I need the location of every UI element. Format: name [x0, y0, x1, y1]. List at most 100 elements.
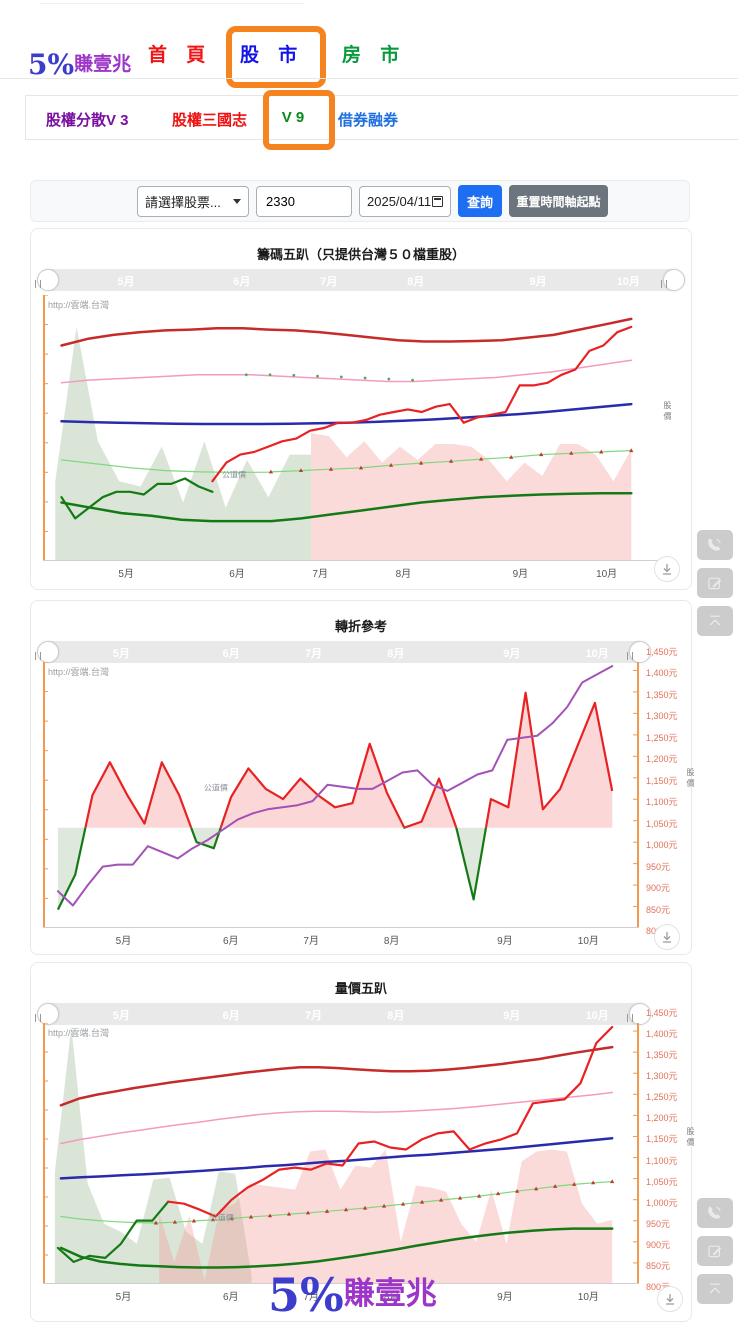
contact-phone-button[interactable] — [697, 1198, 733, 1228]
download-chart-button[interactable] — [654, 556, 680, 582]
contact-phone-icon — [708, 1206, 721, 1219]
slider-month-label: 6月 — [233, 276, 251, 288]
slider-handle-left[interactable] — [35, 641, 59, 663]
price-tick-label: 1,350元 — [646, 1050, 678, 1061]
fair-price-label: 公道價 — [221, 470, 246, 480]
price-tick-label: 1,300元 — [646, 711, 678, 722]
price-tick-label: 1,150元 — [646, 1134, 678, 1145]
edit-note-button[interactable] — [697, 568, 733, 598]
fair-price-label: 公道價 — [209, 1213, 234, 1223]
price-tick-label: 800元 — [646, 1282, 671, 1292]
slider-month-label: 8月 — [407, 276, 425, 288]
x-axis-month-label: 5月 — [115, 936, 132, 947]
subnav-item-lending[interactable]: 借券融券 — [338, 112, 399, 129]
grip-icon — [627, 1014, 633, 1022]
y-axis-title: 股價 — [686, 1127, 695, 1150]
chart-card-chips: 籌碼五趴（只提供台灣５０檔重股） 5月 6月 7月 8月 9月 10月 http://雲端… — [30, 228, 692, 590]
x-axis-month-label: 10月 — [596, 569, 618, 580]
grip-icon — [35, 652, 41, 660]
x-axis-month-label: 10月 — [577, 936, 599, 947]
price-tick-label: 850元 — [646, 904, 671, 915]
grip-icon — [35, 1014, 41, 1022]
watermark-url: http://雲端.台灣 — [48, 1028, 110, 1038]
scroll-top-icon — [709, 1283, 721, 1294]
x-axis-month-label: 8月 — [395, 569, 412, 580]
plot-area: http://雲端.台灣 公道價 股價 — [43, 662, 695, 928]
grip-icon — [661, 280, 667, 288]
price-tick-label: 1,250元 — [646, 732, 678, 743]
x-axis-labels: 5月 6月 7月 8月 9月 10月 — [43, 565, 659, 580]
grip-icon — [35, 280, 41, 288]
watermark-url: http://雲端.台灣 — [48, 300, 110, 310]
chart-card-turning: 轉折參考 5月 6月 7月 8月 9月 10月 http://雲端.台灣 公道價 股價 5… — [30, 600, 695, 955]
x-axis-month-label: 6月 — [222, 936, 239, 947]
slider-month-label: 5月 — [117, 276, 135, 288]
date-field-value: 2025/04/11 — [367, 193, 432, 209]
download-chart-button[interactable] — [657, 1286, 683, 1312]
slider-handle-left[interactable] — [35, 1003, 59, 1025]
query-toolbar: 請選擇股票... 2025/04/11 查詢 重置時間軸起點 — [30, 180, 690, 222]
chevron-down-icon — [233, 198, 241, 204]
slider-month-label: 6月 — [222, 1010, 240, 1022]
subnav-item-v9[interactable]: V 9 — [281, 109, 305, 126]
scroll-top-button[interactable] — [697, 606, 733, 636]
download-icon — [663, 931, 671, 943]
download-icon — [666, 1293, 674, 1305]
slider-month-label: 10月 — [585, 1010, 609, 1022]
price-tick-label: 900元 — [646, 1239, 671, 1250]
slider-handle-right[interactable] — [627, 641, 651, 663]
x-axis-month-label: 5月 — [115, 1292, 132, 1303]
price-tick-label: 1,000元 — [646, 1197, 678, 1208]
time-slider[interactable]: 5月 6月 7月 8月 9月 10月 — [35, 269, 685, 291]
price-tick-label: 1,400元 — [646, 1029, 678, 1040]
subnav-item-dispersion-v3[interactable]: 股權分散V 3 — [46, 112, 129, 129]
subnav-item-three-kingdoms[interactable]: 股權三國志 — [172, 112, 248, 129]
price-tick-label: 1,200元 — [646, 1113, 678, 1124]
slider-handle-right[interactable] — [661, 269, 685, 291]
x-axis-month-label: 9月 — [497, 1292, 513, 1303]
x-axis-month-label: 6月 — [222, 1292, 239, 1303]
site-logo[interactable]: 5%賺壹兆 — [28, 48, 131, 81]
slider-handle-left[interactable] — [35, 269, 59, 291]
price-tick-label: 1,450元 — [646, 1008, 678, 1018]
price-tick-label: 1,000元 — [646, 840, 678, 851]
chart-card-volume-price: 量價五趴 5月 6月 7月 8月 9月 10月 http://雲端.台灣 公道價 股價 5… — [30, 962, 695, 1322]
scroll-top-button[interactable] — [697, 1274, 733, 1304]
slider-month-label: 9月 — [503, 648, 521, 660]
nav-item-housing[interactable]: 房 市 — [342, 45, 407, 66]
x-axis-month-label: 7月 — [303, 936, 319, 947]
slider-month-label: 6月 — [222, 648, 240, 660]
x-axis-labels: 5月 6月 7月 8月 9月 10月 — [43, 1288, 639, 1303]
price-tick-label: 1,300元 — [646, 1071, 678, 1082]
stock-code-field[interactable] — [264, 192, 344, 210]
reset-timeline-button[interactable]: 重置時間軸起點 — [509, 185, 608, 217]
contact-phone-button[interactable] — [697, 530, 733, 560]
nav-item-home[interactable]: 首 頁 — [148, 45, 213, 66]
slider-month-label: 5月 — [112, 1010, 130, 1022]
time-slider[interactable]: 5月 6月 7月 8月 9月 10月 — [35, 641, 651, 663]
search-button[interactable]: 查詢 — [458, 185, 502, 217]
price-tick-label: 950元 — [646, 861, 671, 872]
x-axis-month-label: 5月 — [118, 569, 134, 580]
slider-month-label: 9月 — [503, 1010, 521, 1022]
nav-item-stock[interactable]: 股 市 — [240, 45, 305, 66]
chart-title: 量價五趴 — [334, 981, 387, 996]
chart-title: 籌碼五趴（只提供台灣５０檔重股） — [256, 247, 465, 262]
slider-handle-right[interactable] — [627, 1003, 651, 1025]
header-divider — [0, 78, 738, 79]
logo-prefix: 5% — [28, 48, 75, 81]
x-axis-month-label: 7月 — [312, 569, 328, 580]
date-field[interactable]: 2025/04/11 — [359, 185, 451, 217]
slider-month-label: 9月 — [529, 276, 547, 288]
edit-note-button[interactable] — [697, 1236, 733, 1266]
y-axis-title: 股價 — [663, 401, 672, 424]
price-tick-label: 1,050元 — [646, 818, 678, 829]
stock-select[interactable]: 請選擇股票... — [137, 185, 249, 217]
download-chart-button[interactable] — [654, 924, 680, 950]
time-slider[interactable]: 5月 6月 7月 8月 9月 10月 — [35, 1003, 651, 1025]
scroll-top-icon — [709, 615, 721, 626]
price-tick-label: 850元 — [646, 1260, 671, 1271]
floating-actions — [697, 1198, 733, 1312]
download-icon — [663, 563, 671, 575]
